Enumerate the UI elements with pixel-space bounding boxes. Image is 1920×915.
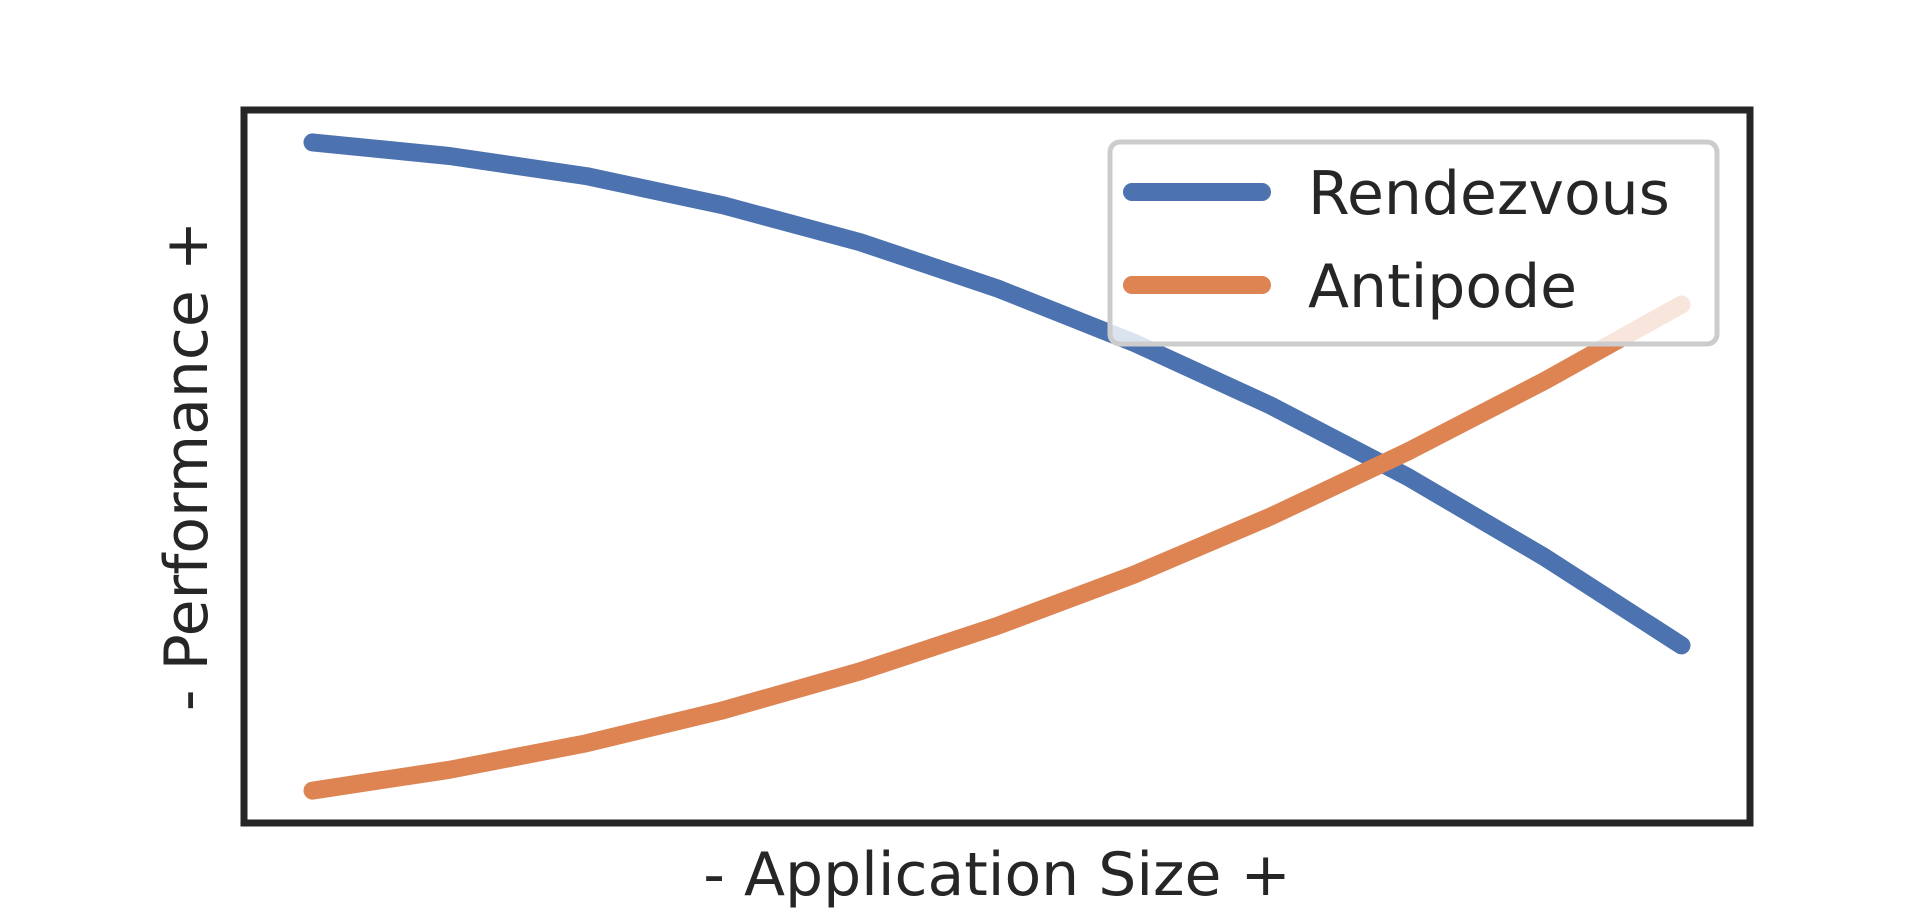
legend: Rendezvous Antipode — [1107, 139, 1720, 347]
series-line-antipode — [303, 295, 1691, 800]
plot-frame — [240, 106, 1754, 827]
x-axis-label: - Application Size + — [703, 840, 1291, 910]
series-line-rendezvous — [303, 133, 1691, 655]
legend-label-rendezvous: Rendezvous — [1308, 159, 1670, 229]
y-axis-label: - Performance + — [152, 221, 222, 711]
legend-label-antipode: Antipode — [1308, 252, 1577, 322]
series-lines — [303, 133, 1691, 800]
